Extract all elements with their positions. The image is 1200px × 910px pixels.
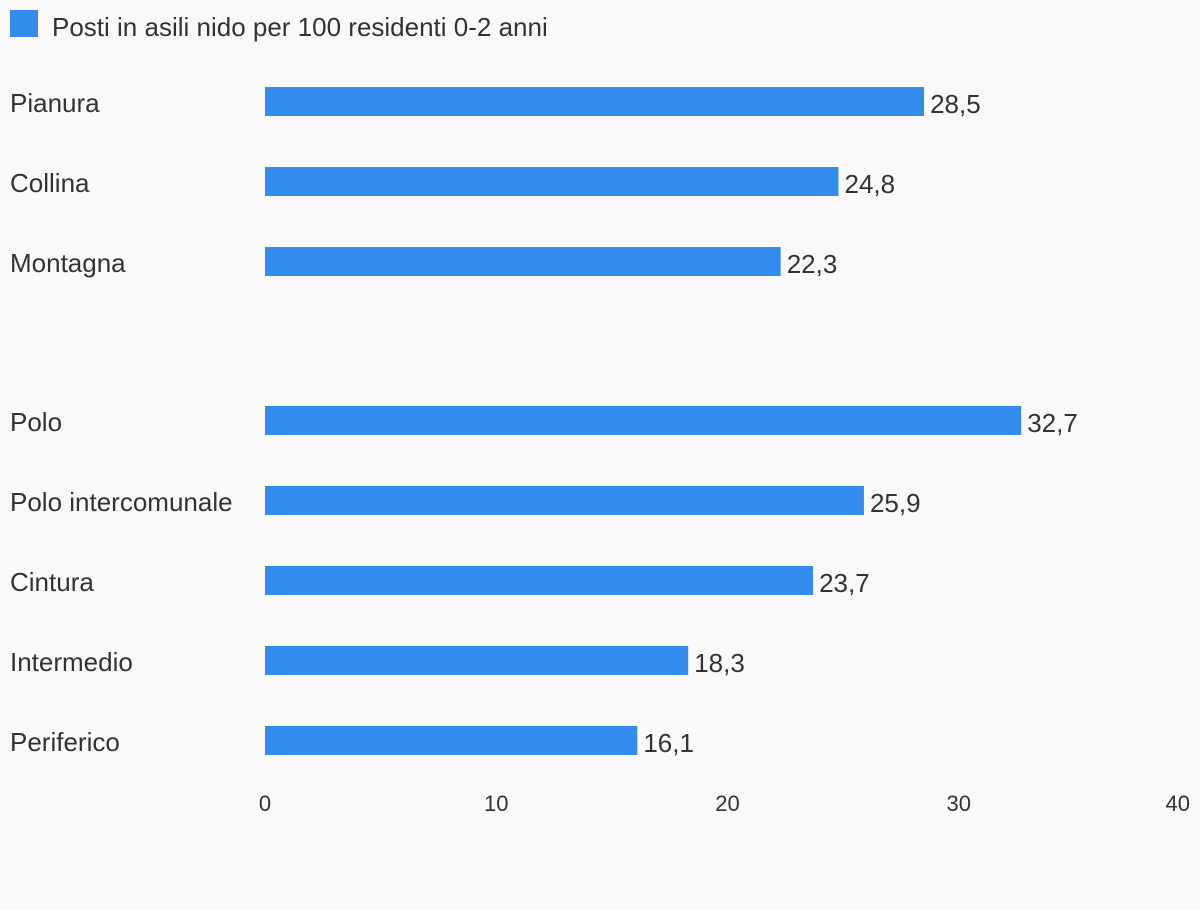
category-label: Collina [10,168,90,198]
category-label: Polo [10,407,62,437]
value-label: 16,1 [643,728,694,758]
category-label: Periferico [10,727,120,757]
bar [265,646,689,675]
value-label: 28,5 [930,89,981,119]
x-axis: 0 10 20 30 40 [259,791,1190,816]
bar [265,167,839,196]
x-tick-label: 20 [715,791,739,816]
category-label: Montagna [10,248,126,278]
legend-swatch [10,10,38,37]
category-label: Cintura [10,567,94,597]
value-label: 32,7 [1027,408,1078,438]
value-label: 24,8 [845,169,896,199]
bar [265,406,1022,435]
bar [265,486,864,515]
x-tick-label: 40 [1166,791,1190,816]
category-label: Polo intercomunale [10,487,233,517]
value-label: 25,9 [870,488,921,518]
x-tick-label: 10 [484,791,508,816]
x-tick-label: 30 [947,791,971,816]
bar [265,566,814,595]
bars-layer: Pianura 28,5 Collina 24,8 Montagna 22,3 Polo 32… [10,87,1078,758]
category-label: Intermedio [10,647,133,677]
bar [265,726,638,755]
x-tick-label: 0 [259,791,271,816]
legend-label: Posti in asili nido per 100 residenti 0-… [52,12,548,42]
value-label: 18,3 [694,648,745,678]
bar [265,247,781,276]
legend: Posti in asili nido per 100 residenti 0-… [10,10,548,42]
bar [265,87,925,116]
value-label: 22,3 [787,249,838,279]
category-label: Pianura [10,88,100,118]
value-label: 23,7 [819,568,870,598]
